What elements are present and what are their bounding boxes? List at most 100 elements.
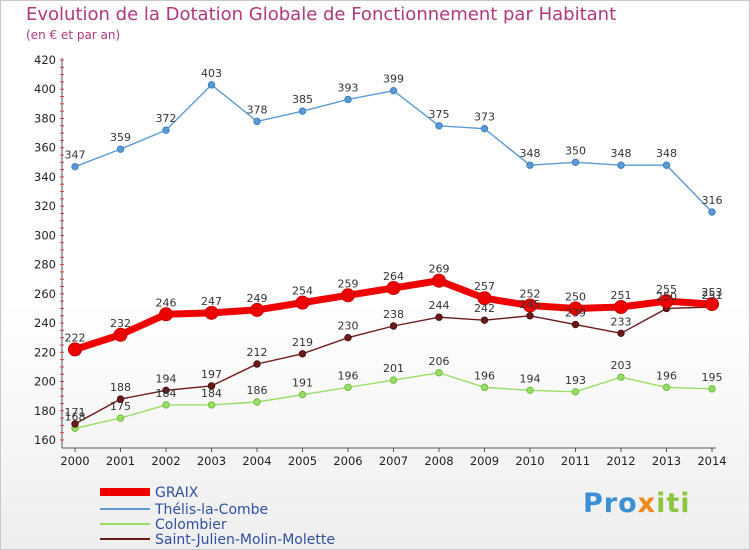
- data-label: 232: [110, 317, 131, 330]
- x-tick-label: 2008: [424, 454, 453, 468]
- data-point: [389, 86, 398, 95]
- series-th-lis-la-combe: [71, 81, 716, 216]
- y-tick-label: 200: [34, 375, 56, 389]
- x-tick-label: 2001: [106, 454, 135, 468]
- data-label: 385: [292, 93, 313, 106]
- data-label: 403: [201, 67, 222, 80]
- y-tick-label: 340: [34, 170, 56, 184]
- data-label: 206: [429, 355, 450, 368]
- y-tick-label: 180: [34, 404, 56, 418]
- data-point: [253, 398, 261, 406]
- data-label: 269: [429, 263, 450, 276]
- data-point: [344, 333, 352, 342]
- data-label: 251: [702, 289, 723, 302]
- data-label: 196: [474, 369, 495, 382]
- x-tick-label: 2000: [60, 454, 89, 468]
- x-tick-label: 2011: [561, 454, 590, 468]
- data-point: [617, 373, 625, 381]
- data-point: [68, 342, 82, 357]
- legend: GRAIXThélis-la-CombeColombierSaint-Julie…: [100, 485, 335, 548]
- proxiti-logo: Proxiti: [583, 488, 691, 519]
- data-label: 264: [383, 270, 404, 283]
- data-label: 253: [702, 286, 723, 299]
- y-tick-label: 420: [34, 53, 56, 67]
- data-label: 194: [156, 372, 177, 385]
- data-label: 372: [156, 112, 177, 125]
- y-tick-label: 260: [34, 287, 56, 301]
- x-tick-label: 2004: [242, 454, 271, 468]
- data-label: 399: [383, 73, 404, 86]
- y-tick-label: 220: [34, 345, 56, 359]
- x-tick-label: 2014: [697, 454, 726, 468]
- data-label: 171: [65, 406, 86, 419]
- data-label: 168: [65, 410, 86, 423]
- data-label: 195: [702, 371, 723, 384]
- x-tick-label: 2002: [151, 454, 180, 468]
- legend-label: Colombier: [155, 517, 227, 533]
- data-labels: 347 359 372 403 378 385 393 399 375 373 348 350 348 3…: [65, 67, 723, 423]
- data-label: 203: [611, 359, 632, 372]
- data-label: 259: [338, 277, 359, 290]
- data-point: [298, 390, 307, 399]
- data-point: [617, 329, 625, 338]
- data-label: 201: [383, 362, 404, 375]
- data-label: 219: [292, 336, 313, 349]
- data-label: 184: [201, 387, 222, 400]
- data-label: 250: [565, 290, 586, 303]
- data-label: 222: [65, 331, 86, 344]
- y-tick-label: 160: [34, 433, 56, 447]
- data-label: 348: [611, 147, 632, 160]
- data-label: 252: [520, 288, 541, 301]
- data-point: [523, 298, 537, 313]
- data-point: [207, 401, 216, 409]
- data-label: 373: [474, 111, 495, 124]
- axes: 160 180 200 220 240 260 280 300 320 340 360 380 400 4…: [34, 53, 727, 468]
- data-point: [571, 320, 580, 329]
- data-label: 247: [201, 295, 222, 308]
- y-tick-label: 400: [34, 82, 56, 96]
- data-point: [295, 295, 310, 310]
- data-point: [204, 305, 219, 320]
- x-tick-label: 2006: [333, 454, 362, 468]
- series-layer: [68, 81, 719, 433]
- data-label: 193: [565, 374, 586, 387]
- data-point: [662, 383, 671, 392]
- data-point: [389, 376, 398, 384]
- data-point: [71, 420, 79, 428]
- y-tick-label: 380: [34, 111, 56, 125]
- data-label: 246: [156, 296, 177, 309]
- data-point: [526, 312, 534, 320]
- data-point: [116, 414, 125, 422]
- data-point: [250, 302, 264, 317]
- x-tick-label: 2013: [652, 454, 681, 468]
- data-point: [705, 297, 719, 312]
- data-point: [435, 313, 443, 321]
- data-point: [341, 288, 355, 303]
- data-label: 393: [338, 81, 359, 94]
- legend-label: Saint-Julien-Molin-Molette: [155, 532, 335, 548]
- data-point: [708, 208, 716, 216]
- data-point: [162, 386, 170, 395]
- data-label: 239: [565, 307, 586, 320]
- data-label: 245: [520, 298, 541, 311]
- series-saint-julien-molin-molette: [71, 303, 716, 428]
- data-point: [571, 388, 580, 396]
- y-tick-label: 240: [34, 316, 56, 330]
- x-tick-label: 2010: [515, 454, 544, 468]
- data-label: 348: [520, 147, 541, 160]
- data-point: [207, 81, 216, 89]
- data-label: 175: [110, 400, 131, 413]
- data-label: 191: [292, 377, 313, 390]
- x-tick-label: 2009: [470, 454, 499, 468]
- data-point: [344, 95, 352, 104]
- data-label: 233: [611, 315, 632, 328]
- data-point: [477, 291, 492, 306]
- data-label: 251: [611, 289, 632, 302]
- data-label: 188: [110, 381, 131, 394]
- data-point: [614, 300, 628, 314]
- x-tick-label: 2005: [288, 454, 317, 468]
- data-label: 255: [656, 283, 677, 296]
- data-point: [298, 107, 307, 115]
- data-point: [708, 385, 716, 393]
